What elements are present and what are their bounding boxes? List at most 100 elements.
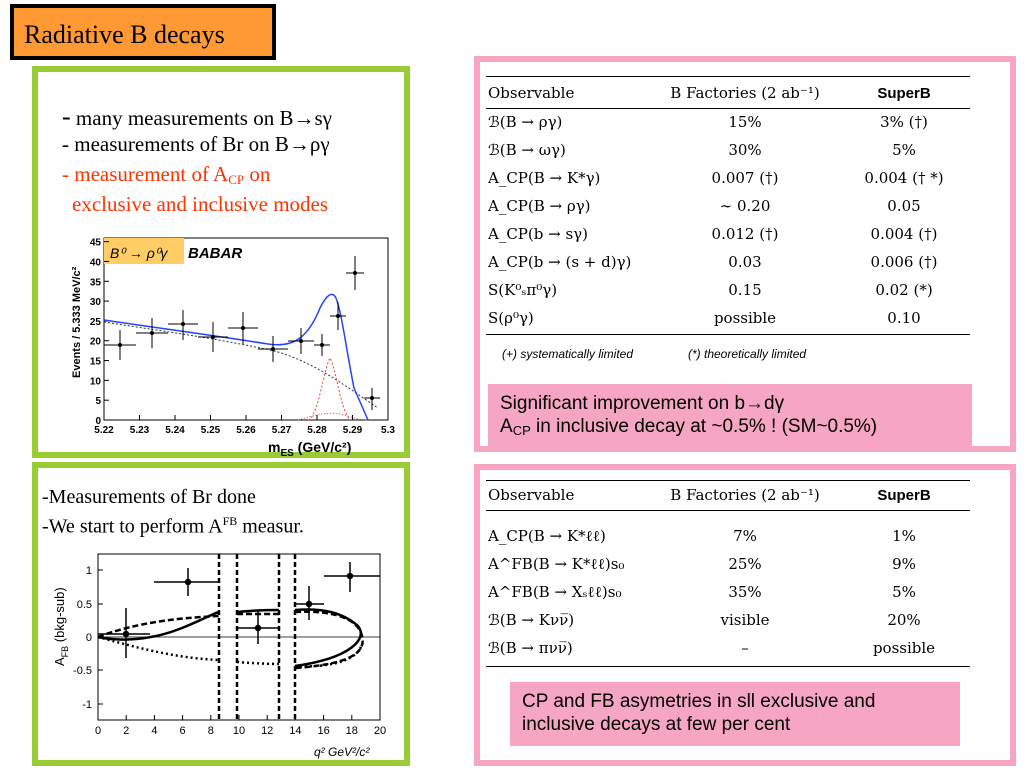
callout1-line1: Significant improvement on b→dγ: [500, 393, 785, 414]
cell-b-factories: 7%: [733, 527, 757, 545]
table-row: A_CP(B → K*ℓℓ) 7% 1%: [484, 522, 970, 550]
callout2-line2: inclusive decays at few per cent: [522, 714, 791, 735]
header-b-factories: B Factories (2 ab⁻¹): [670, 84, 820, 102]
cell-superb: 1%: [892, 527, 916, 545]
header-superb: SuperB: [877, 84, 931, 102]
plot1-xtick-label: 5.25: [201, 425, 221, 436]
sm-curve: [97, 608, 362, 668]
table-row: A_CP(B → ργ) ∼ 0.20 0.05: [484, 192, 970, 220]
plot1-xtick-label: 5.26: [236, 425, 256, 436]
plot1-xticks: 5.22 5.23 5.24 5.25 5.26 5.27 5.28 5.29 5.3: [94, 415, 395, 436]
callout1-line2: ACP in inclusive decay at ~0.5% ! (SM~0.…: [500, 416, 878, 438]
cell-b-factories: 0.012 (†): [711, 225, 779, 243]
flipped-curve-2: [97, 635, 364, 668]
note-theoretical: (*) theoretically limited: [688, 347, 807, 361]
table-header-row: Observable B Factories (2 ab⁻¹) SuperB: [484, 480, 970, 510]
cell-observable: A^FB(B → K*ℓℓ)s₀: [488, 554, 625, 573]
plot1-ytick-label: 25: [90, 317, 102, 328]
plot2-xticks: 0 2 4 6 8 10 12 14 16 18 20: [95, 715, 386, 737]
callout-improvement: Significant improvement on b→dγ ACP in i…: [488, 384, 972, 452]
plot2-xlabel: q² GeV²/c²: [314, 745, 370, 759]
table-row: S(K⁰ₛπ⁰γ) 0.15 0.02 (*): [484, 276, 970, 304]
plot1-ytick-label: 10: [90, 376, 102, 387]
cell-observable: ℬ(B → ωγ): [488, 141, 566, 159]
decay-label: B⁰ → ρ⁰γ: [110, 245, 168, 261]
table-row: ℬ(B → ωγ) 30% 5%: [484, 136, 970, 164]
bullet-bsg: - many measurements on B→sγ: [62, 102, 332, 131]
mes-plot: B⁰ → ρ⁰γ BABAR Events / 5.333 MeV/c² 0 5 1…: [71, 237, 395, 458]
plot1-xtick-label: 5.23: [130, 425, 150, 436]
plot1-ytick-label: 20: [90, 337, 102, 348]
cell-observable: ℬ(B → Kνν̅): [488, 611, 575, 629]
table-row: ℬ(B → Kνν̅) visible 20%: [484, 606, 970, 634]
fit-curve-peaking: [297, 412, 369, 421]
plot2-ytick-label: 0.5: [77, 599, 92, 611]
note-systematic: (+) systematically limited: [502, 347, 634, 361]
cell-superb: possible: [872, 639, 936, 657]
cell-b-factories: 0.03: [728, 253, 762, 271]
bullet-acp-modes: exclusive and inclusive modes: [72, 192, 329, 216]
header-superb: SuperB: [877, 486, 931, 504]
bullet-acp: - measurement of ACP on: [62, 162, 271, 187]
plot1-ytick-label: 45: [90, 238, 102, 249]
plot1-xtick-label: 5.29: [343, 425, 363, 436]
plot2-ylabel: AFB (bkg-sub): [52, 587, 70, 666]
cell-superb: 9%: [892, 555, 916, 573]
table-header-row: Observable B Factories (2 ab⁻¹) SuperB: [484, 78, 970, 108]
cell-b-factories: 0.007 (†): [711, 169, 779, 187]
cell-b-factories: –: [741, 639, 749, 657]
cell-superb: 0.02 (*): [875, 281, 933, 299]
plot1-ytick-label: 0: [95, 416, 101, 427]
table-spacer: [484, 510, 970, 522]
data-points: [104, 256, 380, 410]
table-row: A^FB(B → Xₛℓℓ)s₀ 35% 5%: [484, 578, 970, 606]
cell-observable: A_CP(B → K*ℓℓ): [488, 526, 606, 545]
header-observable: Observable: [488, 486, 575, 504]
table-row: ℬ(B → ργ) 15% 3% (†): [484, 108, 970, 136]
cell-superb: 20%: [887, 611, 921, 629]
veto-lines: [217, 554, 297, 720]
bullet-br-done: -Measurements of Br done: [42, 486, 256, 508]
plot1-ytick-label: 35: [90, 277, 102, 288]
afb-data-points: [98, 562, 380, 658]
cell-superb: 0.006 (†): [870, 253, 938, 271]
plot1-xlabel: mES (GeV/c²): [268, 439, 351, 458]
fit-curve-total: [103, 293, 369, 421]
decay-label-box: [104, 238, 184, 264]
cell-observable: A_CP(b → (s + d)γ): [488, 253, 632, 271]
plot2-xtick-label: 8: [208, 725, 214, 737]
table-row: A^FB(B → K*ℓℓ)s₀ 25% 9%: [484, 550, 970, 578]
callout2-line1: CP and FB asymetries in sll exclusive an…: [522, 691, 876, 712]
plot2-xtick-label: 0: [95, 725, 101, 737]
plot2-xtick-label: 2: [123, 725, 129, 737]
plot2-xtick-label: 4: [151, 725, 157, 737]
plot1-xtick-label: 5.27: [272, 425, 292, 436]
cell-superb: 5%: [892, 583, 916, 601]
plot2-xtick-label: 20: [374, 725, 386, 737]
plot1-yticks: 0 5 10 15 20 25 30 35 40 45: [90, 238, 109, 427]
bullet-brg: - measurements of Br on B→ργ: [62, 132, 330, 156]
plot1-xtick-label: 5.3: [381, 425, 395, 436]
cell-observable: S(ρ⁰γ): [488, 309, 534, 327]
cell-observable: A_CP(B → ργ): [488, 197, 591, 215]
cell-superb: 3% (†): [880, 113, 928, 131]
plot2-xtick-label: 16: [317, 725, 329, 737]
cell-observable: A_CP(b → sγ): [488, 225, 588, 243]
cell-b-factories: 15%: [728, 113, 762, 131]
callout-asymmetries: CP and FB asymetries in sll exclusive an…: [510, 682, 960, 746]
table-row: ℬ(B → πνν̅) – possible: [484, 634, 970, 662]
afb-plot: 1 0.5 0 -0.5 -1 0 2 4 6 8 10 12 14 16 18 20 AFB (bkg-s…: [52, 553, 386, 759]
table-row: A_CP(b → (s + d)γ) 0.03 0.006 (†): [484, 248, 970, 276]
bullet-afb: -We start to perform AFB measur.: [42, 514, 304, 538]
superb-table-sll: Observable B Factories (2 ab⁻¹) SuperB A…: [484, 480, 970, 662]
cell-b-factories: 30%: [728, 141, 762, 159]
cell-observable: ℬ(B → ργ): [488, 113, 563, 131]
cell-observable: ℬ(B → πνν̅): [488, 639, 573, 657]
plot1-ytick-label: 5: [95, 396, 101, 407]
plot2-xtick-label: 12: [261, 725, 273, 737]
plot2-xtick-label: 6: [180, 725, 186, 737]
superb-table-radiative: Observable B Factories (2 ab⁻¹) SuperB ℬ…: [484, 78, 970, 332]
cell-b-factories: 35%: [728, 583, 762, 601]
cell-b-factories: 0.15: [728, 281, 762, 299]
babar-logo: BABAR: [188, 245, 242, 262]
